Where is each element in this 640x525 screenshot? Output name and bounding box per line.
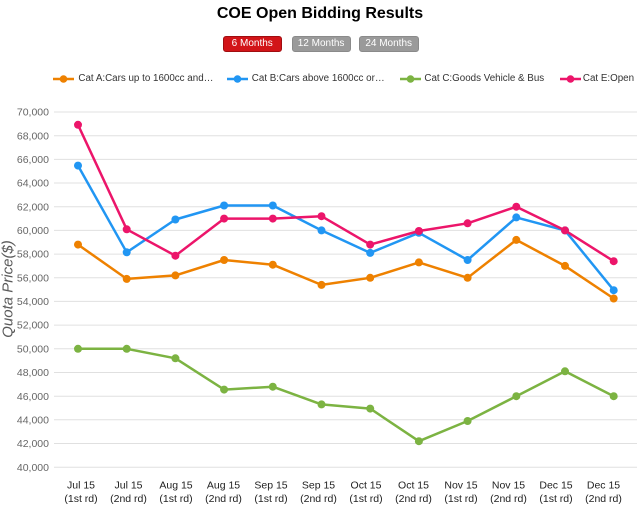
svg-text:52,000: 52,000 — [17, 320, 49, 332]
svg-text:(2nd rd): (2nd rd) — [490, 493, 527, 505]
svg-text:(2nd rd): (2nd rd) — [300, 493, 337, 505]
svg-text:66,000: 66,000 — [17, 154, 49, 166]
svg-text:46,000: 46,000 — [17, 391, 49, 403]
svg-text:58,000: 58,000 — [17, 249, 49, 261]
svg-text:Sep 15: Sep 15 — [254, 480, 287, 492]
svg-text:50,000: 50,000 — [17, 343, 49, 355]
svg-text:(1st rd): (1st rd) — [444, 493, 477, 505]
svg-text:68,000: 68,000 — [17, 130, 49, 142]
svg-text:Dec 15: Dec 15 — [539, 480, 572, 492]
svg-text:Oct 15: Oct 15 — [398, 480, 429, 492]
svg-text:(1st rd): (1st rd) — [254, 493, 287, 505]
svg-text:56,000: 56,000 — [17, 272, 49, 284]
svg-text:(2nd rd): (2nd rd) — [110, 493, 147, 505]
svg-text:Jul 15: Jul 15 — [67, 480, 95, 492]
svg-text:Oct 15: Oct 15 — [351, 480, 382, 492]
svg-text:Nov 15: Nov 15 — [444, 480, 477, 492]
svg-text:64,000: 64,000 — [17, 178, 49, 190]
svg-text:(1st rd): (1st rd) — [159, 493, 192, 505]
svg-text:(2nd rd): (2nd rd) — [395, 493, 432, 505]
svg-text:70,000: 70,000 — [17, 107, 49, 119]
svg-text:Sep 15: Sep 15 — [302, 480, 335, 492]
svg-text:42,000: 42,000 — [17, 438, 49, 450]
svg-text:(2nd rd): (2nd rd) — [585, 493, 622, 505]
svg-text:Aug 15: Aug 15 — [207, 480, 240, 492]
svg-text:Jul 15: Jul 15 — [114, 480, 142, 492]
svg-text:44,000: 44,000 — [17, 414, 49, 426]
svg-text:(1st rd): (1st rd) — [349, 493, 382, 505]
svg-text:(1st rd): (1st rd) — [539, 493, 572, 505]
svg-text:62,000: 62,000 — [17, 201, 49, 213]
svg-text:Dec 15: Dec 15 — [587, 480, 620, 492]
svg-text:60,000: 60,000 — [17, 225, 49, 237]
svg-text:48,000: 48,000 — [17, 367, 49, 379]
svg-text:40,000: 40,000 — [17, 462, 49, 474]
svg-text:Aug 15: Aug 15 — [159, 480, 192, 492]
svg-text:(2nd rd): (2nd rd) — [205, 493, 242, 505]
svg-text:(1st rd): (1st rd) — [64, 493, 97, 505]
svg-text:Nov 15: Nov 15 — [492, 480, 525, 492]
svg-text:Quota Price($): Quota Price($) — [0, 240, 17, 338]
svg-text:54,000: 54,000 — [17, 296, 49, 308]
